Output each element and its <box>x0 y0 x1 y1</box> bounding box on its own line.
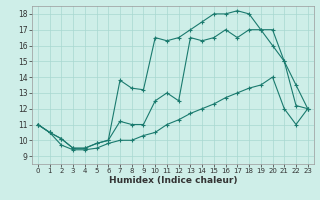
X-axis label: Humidex (Indice chaleur): Humidex (Indice chaleur) <box>108 176 237 185</box>
